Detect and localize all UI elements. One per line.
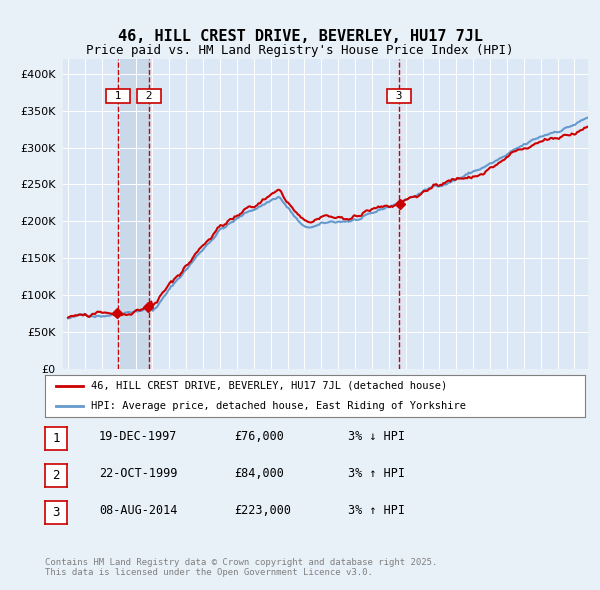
Text: HPI: Average price, detached house, East Riding of Yorkshire: HPI: Average price, detached house, East… xyxy=(91,401,466,411)
Text: £223,000: £223,000 xyxy=(234,504,291,517)
Text: Contains HM Land Registry data © Crown copyright and database right 2025.
This d: Contains HM Land Registry data © Crown c… xyxy=(45,558,437,577)
Text: 46, HILL CREST DRIVE, BEVERLEY, HU17 7JL (detached house): 46, HILL CREST DRIVE, BEVERLEY, HU17 7JL… xyxy=(91,381,447,391)
Text: £84,000: £84,000 xyxy=(234,467,284,480)
Text: 3% ↓ HPI: 3% ↓ HPI xyxy=(348,430,405,443)
Text: 1: 1 xyxy=(108,91,128,101)
Text: 46, HILL CREST DRIVE, BEVERLEY, HU17 7JL: 46, HILL CREST DRIVE, BEVERLEY, HU17 7JL xyxy=(118,29,482,44)
Text: 3: 3 xyxy=(52,506,59,519)
Text: 3: 3 xyxy=(389,91,409,101)
Text: 08-AUG-2014: 08-AUG-2014 xyxy=(99,504,178,517)
Text: 3% ↑ HPI: 3% ↑ HPI xyxy=(348,467,405,480)
Text: 19-DEC-1997: 19-DEC-1997 xyxy=(99,430,178,443)
Bar xyxy=(118,59,149,369)
Text: 2: 2 xyxy=(139,91,159,101)
Text: 3% ↑ HPI: 3% ↑ HPI xyxy=(348,504,405,517)
Text: Price paid vs. HM Land Registry's House Price Index (HPI): Price paid vs. HM Land Registry's House … xyxy=(86,44,514,57)
Text: £76,000: £76,000 xyxy=(234,430,284,443)
Text: 2: 2 xyxy=(52,469,59,482)
Text: 22-OCT-1999: 22-OCT-1999 xyxy=(99,467,178,480)
Text: 1: 1 xyxy=(52,432,59,445)
